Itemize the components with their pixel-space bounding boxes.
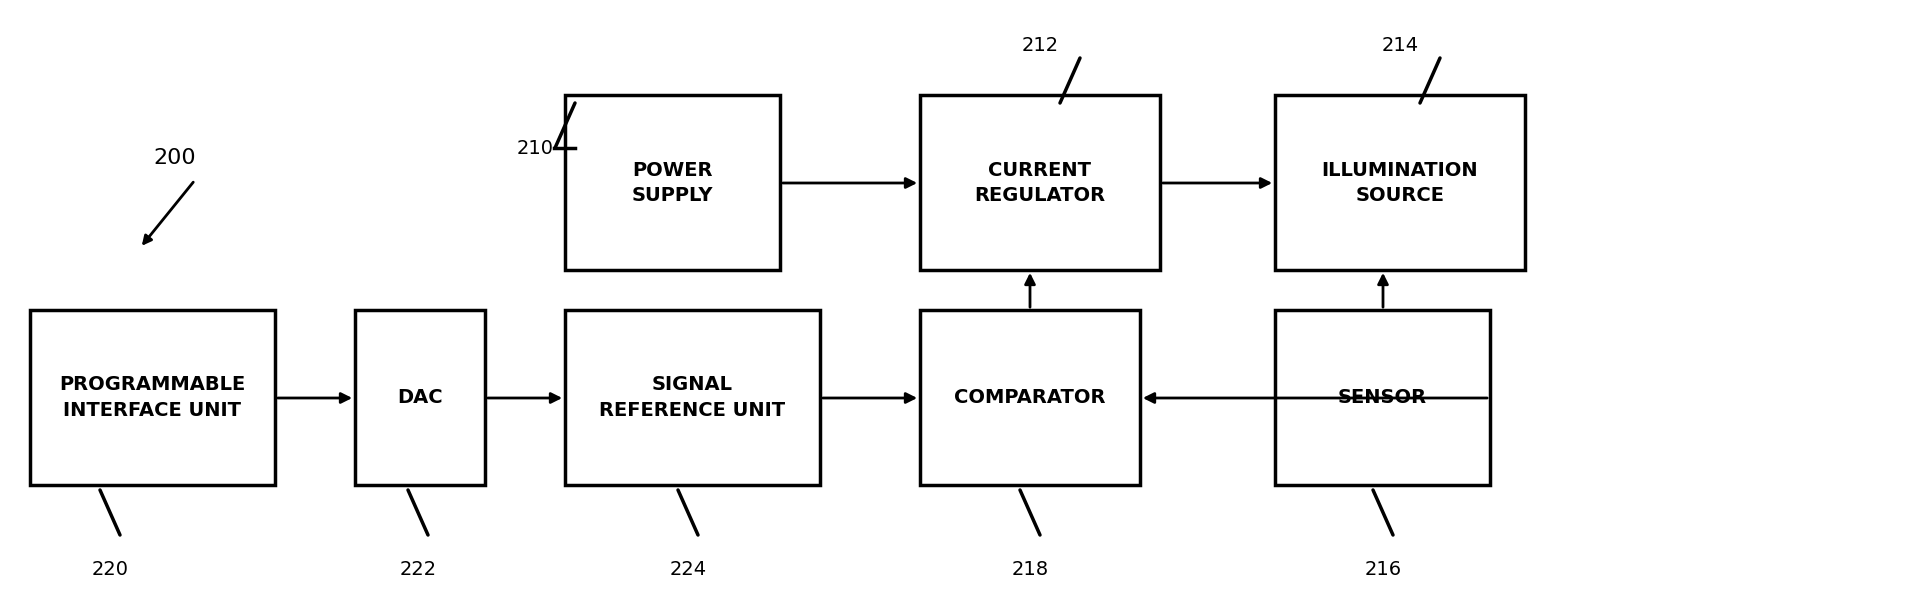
Text: POWER
SUPPLY: POWER SUPPLY [632, 161, 713, 205]
Text: 224: 224 [668, 561, 707, 580]
Text: PROGRAMMABLE
INTERFACE UNIT: PROGRAMMABLE INTERFACE UNIT [60, 376, 245, 419]
Bar [920, 95, 1159, 270]
Bar [1275, 95, 1524, 270]
Bar [1275, 310, 1490, 485]
Text: COMPARATOR: COMPARATOR [954, 388, 1105, 407]
Text: CURRENT
REGULATOR: CURRENT REGULATOR [974, 161, 1105, 205]
Bar [355, 310, 485, 485]
Bar [31, 310, 274, 485]
Text: 218: 218 [1010, 561, 1047, 580]
Text: SIGNAL
REFERENCE UNIT: SIGNAL REFERENCE UNIT [599, 376, 784, 419]
Text: 212: 212 [1020, 36, 1059, 54]
Bar [564, 310, 819, 485]
Text: 210: 210 [516, 139, 553, 158]
Text: 222: 222 [400, 561, 437, 580]
Text: 216: 216 [1364, 561, 1401, 580]
Bar [920, 310, 1140, 485]
Text: SENSOR: SENSOR [1337, 388, 1426, 407]
Bar [564, 95, 781, 270]
Text: 214: 214 [1381, 36, 1418, 54]
Text: 220: 220 [91, 561, 128, 580]
Text: 200: 200 [155, 148, 197, 168]
Text: DAC: DAC [396, 388, 442, 407]
Text: ILLUMINATION
SOURCE: ILLUMINATION SOURCE [1321, 161, 1478, 205]
